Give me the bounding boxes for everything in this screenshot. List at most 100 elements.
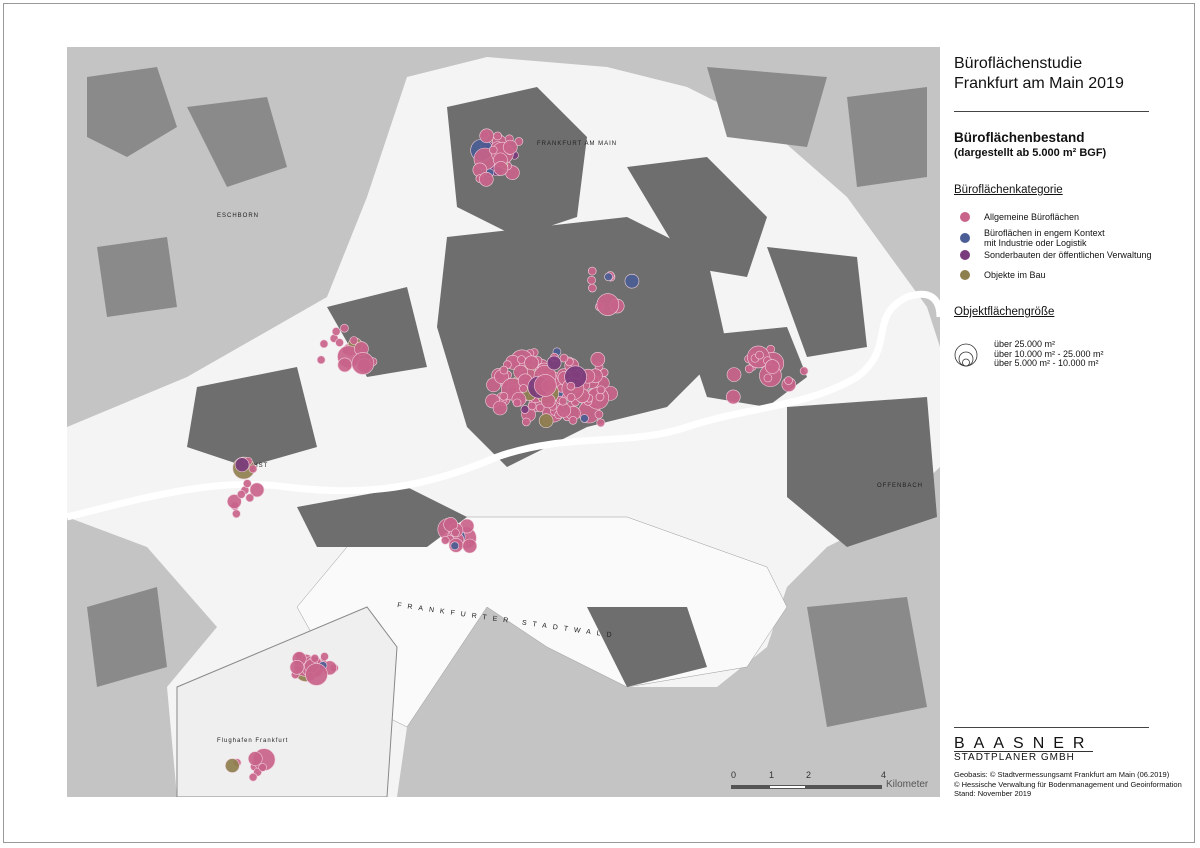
olive-dot-icon [960, 270, 970, 280]
legend-label: Sonderbauten der öffentlichen Verwaltung [984, 250, 1152, 260]
scale-tick: 2 [806, 770, 812, 780]
office-circle [289, 659, 305, 675]
office-circle [349, 336, 359, 345]
office-circle [534, 374, 557, 397]
office-circle [521, 417, 531, 427]
office-circle [744, 364, 754, 374]
label-offenbach: OFFENBACH [877, 483, 923, 489]
legend-item: Objekte im Bau [960, 270, 1046, 280]
office-circle [587, 266, 597, 276]
divider [954, 727, 1149, 728]
credit-line: © Hessische Verwaltung für Bodenmanageme… [954, 779, 1182, 789]
office-circle [558, 396, 568, 406]
size-title: Objektflächengröße [954, 306, 1055, 318]
scale-tick: 1 [769, 770, 775, 780]
office-circles [225, 128, 809, 782]
office-circle [725, 389, 741, 405]
office-circle [596, 418, 606, 428]
office-circle [450, 541, 460, 551]
heading: Büroflächenbestand [954, 130, 1085, 145]
office-circle [559, 353, 569, 363]
scale-tick: 4 [881, 770, 887, 780]
office-circle [310, 654, 320, 663]
airport-area [176, 606, 398, 797]
office-circle [258, 763, 267, 772]
office-circle [237, 490, 246, 499]
office-circle [335, 338, 344, 347]
legend-item: Sonderbauten der öffentlichen Verwaltung [960, 250, 1151, 260]
office-circle [519, 384, 528, 393]
heading-sub: (dargestellt ab 5.000 m² BGF) [954, 147, 1107, 159]
label-eschborn: ESCHBORN [217, 213, 259, 219]
office-circle [320, 652, 329, 661]
office-circle [243, 479, 252, 488]
legend-item: Büroflächen in engem Kontext mit Industri… [960, 228, 1105, 248]
credit-line: Stand: November 2019 [954, 789, 1032, 798]
office-circle [535, 403, 545, 413]
size-circles-icon [954, 343, 978, 367]
office-circle [351, 352, 375, 375]
office-circle [764, 359, 780, 374]
size-label: über 5.000 m² - 10.000 m² [994, 358, 1099, 368]
office-circle [499, 391, 509, 401]
office-circle [337, 357, 353, 373]
office-circle [493, 161, 509, 176]
office-circle [556, 403, 572, 418]
office-circle [462, 538, 478, 554]
office-circle [247, 751, 263, 766]
office-circle [520, 405, 530, 414]
office-circle [596, 385, 606, 395]
map[interactable]: FRANKFURT AM MAIN FRANKFURTER STADTWALD … [67, 47, 940, 797]
scale-tick: 0 [731, 770, 737, 780]
logo: BAASNER STADTPLANER GMBH [954, 736, 1094, 763]
office-circle [492, 400, 508, 416]
category-title: Büroflächenkategorie [954, 184, 1063, 196]
title-line2: Frankfurt am Main 2019 [954, 75, 1124, 92]
office-circle [499, 365, 509, 375]
office-circle [451, 528, 460, 538]
office-circle [514, 137, 524, 146]
label-airport: Flughafen Frankfurt [217, 738, 288, 744]
credits: Geobasis: © Stadtvermessungsamt Frankfur… [954, 770, 1182, 799]
office-circle [566, 381, 576, 391]
size-label: über 10.000 m² - 25.000 m² [994, 348, 1104, 359]
office-circle [502, 139, 518, 155]
office-circle [443, 517, 458, 532]
divider [954, 111, 1149, 112]
office-circle [225, 758, 240, 773]
office-circle [604, 272, 613, 282]
office-circle [566, 393, 576, 402]
office-circle [799, 366, 809, 376]
office-circle [726, 367, 742, 382]
office-circle [538, 413, 554, 429]
scale-unit: Kilometer [886, 779, 929, 790]
office-circle [248, 464, 258, 474]
office-circle [580, 414, 589, 423]
legend-label: Objekte im Bau [984, 270, 1046, 280]
office-circle [340, 323, 349, 333]
office-circle [596, 293, 620, 316]
legend-label: mit Industrie oder Logistik [984, 238, 1087, 248]
pink-dot-icon [960, 212, 970, 222]
label-city: FRANKFURT AM MAIN [537, 141, 617, 147]
office-circle [524, 355, 539, 371]
office-circle [512, 398, 522, 408]
office-circle [763, 373, 773, 383]
page-frame [3, 3, 1195, 843]
office-circle [440, 535, 450, 545]
office-circle [234, 457, 250, 473]
office-circle [479, 128, 494, 144]
logo-sub: STADTPLANER GMBH [954, 752, 1075, 763]
river-main [67, 291, 940, 521]
office-circle [568, 416, 578, 425]
office-circle [784, 376, 793, 385]
title-line1: Büroflächenstudie [954, 55, 1083, 72]
office-circle [478, 171, 494, 187]
size-label: über 25.000 m² [994, 339, 1056, 349]
size-list: über 25.000 m² über 10.000 m² - 25.000 m… [994, 339, 1104, 369]
legend-label: Allgemeine Büroflächen [984, 212, 1080, 222]
office-circle [488, 145, 498, 155]
urban-areas [187, 87, 937, 687]
office-circle [594, 410, 604, 419]
office-circle [587, 275, 596, 285]
